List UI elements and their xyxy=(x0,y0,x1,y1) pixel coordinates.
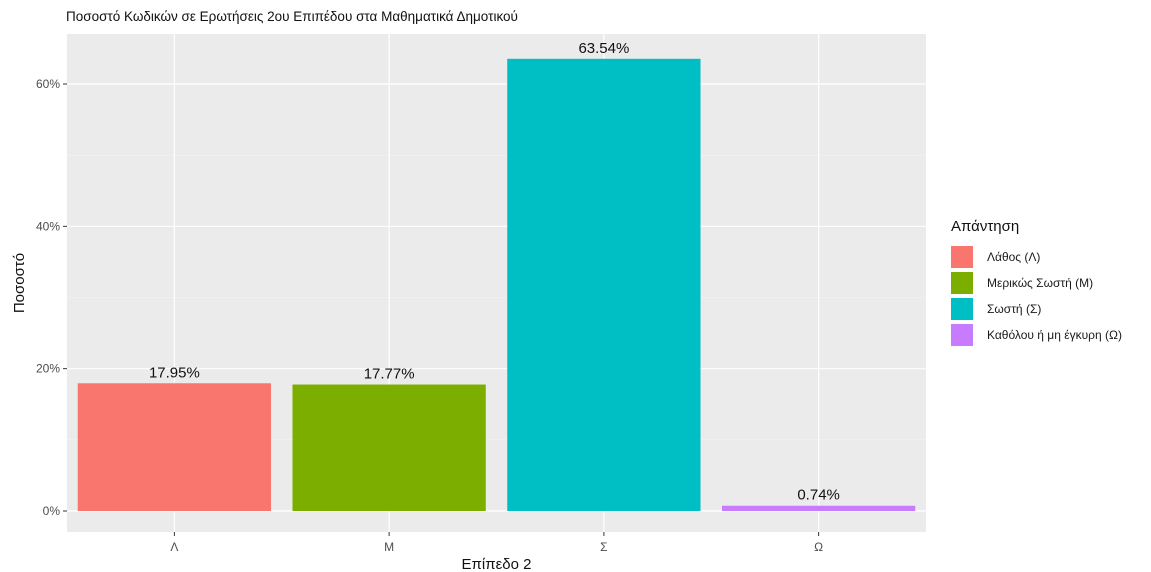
bar-Ω xyxy=(721,505,916,511)
x-tick-label: Σ xyxy=(600,540,607,554)
data-label: 17.77% xyxy=(364,366,415,383)
legend-key-merikos xyxy=(951,272,973,294)
legend-key-sosti xyxy=(951,298,973,320)
y-axis-title: Ποσοστό xyxy=(11,253,28,313)
legend-item-merikos: Μερικώς Σωστή (Μ) xyxy=(951,270,1122,296)
legend-key-lathos xyxy=(951,246,973,268)
data-label: 0.74% xyxy=(797,487,840,504)
y-tick-label: 20% xyxy=(36,362,60,376)
x-tick-label: Μ xyxy=(384,540,394,554)
legend: Απάντηση Λάθος (Λ) Μερικώς Σωστή (Μ) Σωσ… xyxy=(951,218,1122,348)
x-axis-title: Επίπεδο 2 xyxy=(462,556,532,572)
legend-label-merikos: Μερικώς Σωστή (Μ) xyxy=(987,276,1094,290)
legend-item-lathos: Λάθος (Λ) xyxy=(951,244,1122,270)
chart-title: Ποσοστό Κωδικών σε Ερωτήσεις 2ου Επιπέδο… xyxy=(66,9,518,24)
legend-item-sosti: Σωστή (Σ) xyxy=(951,296,1122,322)
y-tick-label: 40% xyxy=(36,219,60,233)
bar-Λ xyxy=(77,383,272,511)
x-tick-label: Ω xyxy=(814,540,823,554)
legend-label-katholou: Καθόλου ή μη έγκυρη (Ω) xyxy=(987,328,1122,342)
y-tick-label: 0% xyxy=(43,504,61,518)
y-tick-label: 60% xyxy=(36,77,60,91)
legend-key-katholou xyxy=(951,324,973,346)
legend-label-lathos: Λάθος (Λ) xyxy=(987,250,1041,264)
bar-Σ xyxy=(507,58,701,511)
legend-title: Απάντηση xyxy=(951,218,1020,235)
legend-item-katholou: Καθόλου ή μη έγκυρη (Ω) xyxy=(951,322,1122,348)
x-tick-label: Λ xyxy=(170,540,178,554)
bar-chart: 17.95% 17.77% 63.54% 0.74% 0% 20% 40% 60% Λ Μ Σ Ω Επ… xyxy=(11,34,926,572)
legend-label-sosti: Σωστή (Σ) xyxy=(987,302,1042,316)
bar-Μ xyxy=(292,384,486,511)
data-label: 17.95% xyxy=(149,364,200,381)
data-label: 63.54% xyxy=(578,40,629,57)
